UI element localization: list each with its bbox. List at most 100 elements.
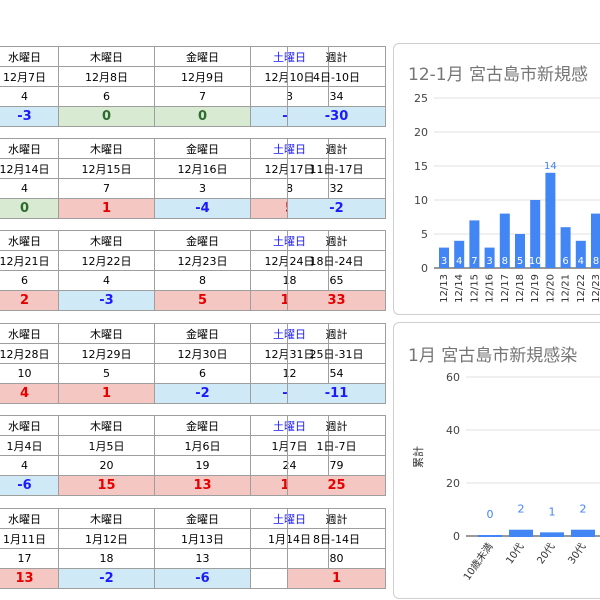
- data-label: 3: [441, 256, 447, 267]
- weekly-diff: 1: [287, 568, 386, 589]
- bar: [515, 234, 525, 268]
- weekday-header-row: 水曜日 木曜日 金曜日 土曜日: [0, 508, 329, 529]
- weekly-diff-row: 1: [287, 568, 386, 589]
- bar: [591, 213, 600, 268]
- weekly-range: 8日-14日: [287, 528, 386, 549]
- y-tick-label: 10: [414, 194, 428, 207]
- weekly-diff: -11: [287, 383, 386, 404]
- date-row-cell: 1月6日: [154, 435, 251, 456]
- weekday-header-row-cell: 金曜日: [154, 508, 251, 529]
- weekly-total-1: 週計 4日-10日 34 -30: [287, 46, 386, 127]
- weekly-diff: 25: [287, 475, 386, 496]
- weekly-header: 週計: [287, 230, 386, 251]
- date-row-cell: 1月12日: [58, 528, 155, 549]
- date-row-cell: 12月28日: [0, 343, 59, 364]
- count-row-cell: 6: [0, 270, 59, 291]
- weekday-header-row-cell: 木曜日: [58, 323, 155, 344]
- diff-row-cell: 0: [0, 198, 59, 219]
- date-row: 1月11日 1月12日 1月13日 1月14日: [0, 528, 329, 549]
- weekly-diff-row: -2: [287, 198, 386, 219]
- y-tick-label: 0: [421, 262, 428, 275]
- weekly-header-row: 週計: [287, 508, 386, 529]
- diff-row: 2-3510: [0, 290, 329, 311]
- chart2-title: 1月 宮古島市新規感染: [408, 346, 578, 366]
- date-row-cell: 12月14日: [0, 158, 59, 179]
- diff-row-cell: 1: [58, 198, 155, 219]
- count-row: 10 5 6 12: [0, 363, 329, 384]
- count-row-cell: 8: [154, 270, 251, 291]
- weekly-range-row: 18日-24日: [287, 250, 386, 271]
- weekday-header-row-cell: 金曜日: [154, 46, 251, 67]
- diff-row-cell: -2: [154, 383, 251, 404]
- weekly-count-row: 32: [287, 178, 386, 199]
- weekly-range: 4日-10日: [287, 66, 386, 87]
- weekly-diff: -30: [287, 106, 386, 127]
- count-row-cell: 3: [154, 178, 251, 199]
- weekly-count-row: 54: [287, 363, 386, 384]
- bar: [469, 220, 480, 268]
- weekday-header-row: 水曜日 木曜日 金曜日 土曜日: [0, 323, 329, 344]
- weekly-diff: 33: [287, 290, 386, 311]
- diff-row-cell: 13: [0, 568, 59, 589]
- week-table-6: 水曜日 木曜日 金曜日 土曜日 1月11日 1月12日 1月13日 1月14日 17 18 13 13…: [0, 508, 329, 589]
- diff-row: 13 -2 -6: [0, 568, 329, 589]
- weekday-header-row-cell: 木曜日: [58, 138, 155, 159]
- x-tick-label: 12/19: [530, 274, 541, 303]
- weekday-header-row-cell: 水曜日: [0, 508, 59, 529]
- chart-panel-january-age: 1月 宮古島市新規感染 0 20 40 60 累計 0 10歳未満 2 10代 1 20代 2 30代: [393, 322, 600, 599]
- weekly-count-row: 79: [287, 455, 386, 476]
- week-table-1: 水曜日 木曜日 金曜日 土曜日 12月7日 12月8日 12月9日 12月10日 4 6 7 3 -3 0…: [0, 46, 329, 127]
- weekly-total-2: 週計 11日-17日 32 -2: [287, 138, 386, 219]
- x-tick-label: 12/20: [545, 274, 556, 303]
- daily-table: 水曜日 木曜日 金曜日 土曜日 12月21日 12月22日 12月23日 12月24日 6 4 8 1…: [0, 230, 329, 311]
- diff-row: 01-45: [0, 198, 329, 219]
- x-tick-label: 10歳未満: [461, 541, 495, 583]
- y-tick-label: 15: [414, 160, 428, 173]
- x-tick-label: 12/22: [576, 274, 587, 303]
- date-row-cell: 12月21日: [0, 250, 59, 271]
- bar: [499, 213, 510, 268]
- count-row-cell: 4: [0, 178, 59, 199]
- x-tick-label: 12/17: [500, 274, 511, 303]
- daily-table: 水曜日 木曜日 金曜日 土曜日 1月11日 1月12日 1月13日 1月14日 17 18 13 13…: [0, 508, 329, 589]
- chart1-svg: 0 5 10 15 20 25 3 12/13 4 12/14 7 12/15 3 12/16 8 12/17…: [414, 92, 600, 303]
- date-row: 1月4日 1月5日 1月6日 1月7日: [0, 435, 329, 456]
- x-tick-label: 12/16: [485, 274, 496, 303]
- data-label: 0: [487, 508, 494, 521]
- weekday-header-row-cell: 金曜日: [154, 230, 251, 251]
- count-row-cell: 13: [154, 548, 251, 569]
- diff-row-cell: -3: [0, 106, 59, 127]
- diff-row-cell: -2: [58, 568, 155, 589]
- date-row: 12月28日 12月29日 12月30日 12月31日: [0, 343, 329, 364]
- week-table-2: 水曜日 木曜日 金曜日 土曜日 12月14日 12月15日 12月16日 12月17日 4 7 3 8…: [0, 138, 329, 219]
- bar: [484, 247, 495, 268]
- x-tick-label: 10代: [504, 541, 527, 567]
- count-row-cell: 10: [0, 363, 59, 384]
- weekday-header-row-cell: 水曜日: [0, 46, 59, 67]
- date-row-cell: 1月4日: [0, 435, 59, 456]
- data-label: 4: [456, 256, 462, 267]
- weekly-count: 65: [287, 270, 386, 291]
- weekly-total-5: 週計 1日-7日 79 25: [287, 415, 386, 496]
- weekday-header-row-cell: 水曜日: [0, 230, 59, 251]
- weekly-total-3: 週計 18日-24日 65 33: [287, 230, 386, 311]
- weekday-header-row-cell: 木曜日: [58, 230, 155, 251]
- weekday-header-row-cell: 木曜日: [58, 415, 155, 436]
- week-table-3: 水曜日 木曜日 金曜日 土曜日 12月21日 12月22日 12月23日 12月24日 6 4 8 1…: [0, 230, 329, 311]
- count-row-cell: 17: [0, 548, 59, 569]
- count-row: 4 20 19 24: [0, 455, 329, 476]
- date-row: 12月14日 12月15日 12月16日 12月17日: [0, 158, 329, 179]
- diff-row-cell: 2: [0, 290, 59, 311]
- x-tick-label: 12/18: [515, 274, 526, 303]
- data-label: 8: [593, 256, 599, 267]
- y-tick-label: 0: [453, 530, 460, 543]
- x-tick-label: 20代: [535, 541, 558, 567]
- data-label: 7: [471, 256, 477, 267]
- date-row-cell: 12月9日: [154, 66, 251, 87]
- data-label: 4: [578, 256, 584, 267]
- data-label: 2: [580, 503, 587, 516]
- count-row-cell: 18: [58, 548, 155, 569]
